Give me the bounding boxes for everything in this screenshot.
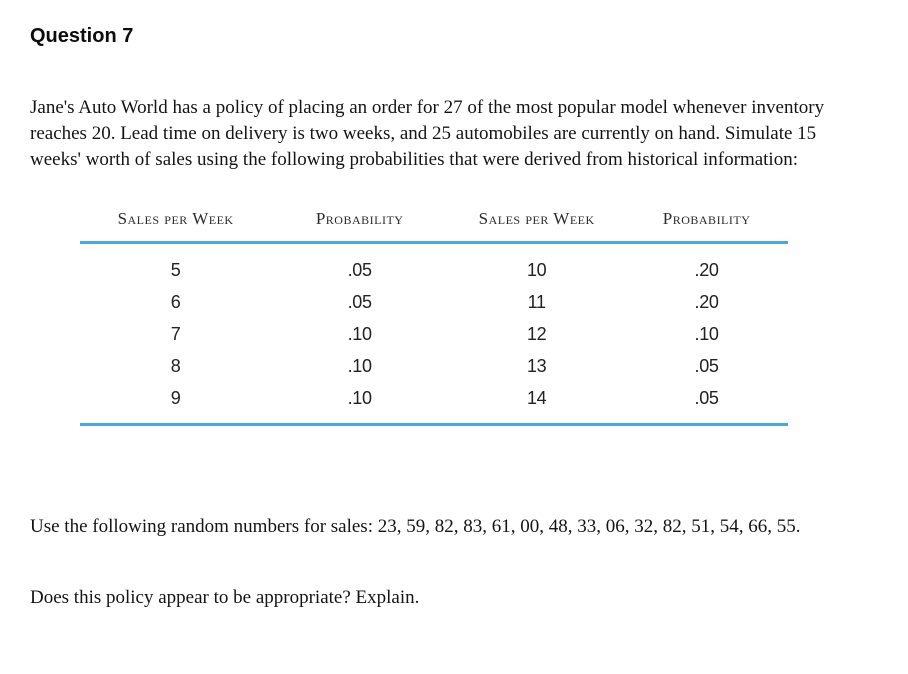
policy-question-paragraph: Does this policy appear to be appropriat… <box>30 587 420 608</box>
table-cell: 6 <box>170 292 181 312</box>
table-row: 6 .05 11 .20 <box>80 287 788 319</box>
table-cell: 12 <box>526 324 547 344</box>
table-cell: .05 <box>347 292 372 312</box>
table-cell: 8 <box>170 356 181 376</box>
question-title: Question 7 <box>30 25 134 47</box>
table-cell: 10 <box>526 260 547 280</box>
question-page: Question 7 Jane's Auto World has a polic… <box>0 25 908 674</box>
table-cell: .05 <box>694 388 719 408</box>
table-cell: .10 <box>347 324 372 344</box>
table-cell: .10 <box>347 356 372 376</box>
table-cell: .10 <box>694 324 719 344</box>
table-cell: 7 <box>170 324 181 344</box>
table-cell: 13 <box>526 356 547 376</box>
table-cell: 5 <box>170 260 181 280</box>
column-header-sales-per-week-2: Sales per Week <box>448 209 626 244</box>
table-cell: .05 <box>347 260 372 280</box>
table-body: 5 .05 10 .20 6 .05 11 .20 7 .10 12 .10 8 .10 13 .05 9 .10… <box>80 243 788 425</box>
random-numbers-paragraph: Use the following random numbers for sal… <box>30 516 801 537</box>
table-cell: .20 <box>694 260 719 280</box>
table-row: 7 .10 12 .10 <box>80 319 788 351</box>
table-cell: 14 <box>526 388 547 408</box>
table-row: 8 .10 13 .05 <box>80 351 788 383</box>
table-cell: 9 <box>170 388 181 408</box>
table-cell: .20 <box>694 292 719 312</box>
column-header-probability-1: Probability <box>271 209 449 244</box>
column-header-sales-per-week-1: Sales per Week <box>80 209 272 244</box>
table-row: 5 .05 10 .20 <box>80 243 788 288</box>
table-cell: 11 <box>527 292 546 312</box>
table-cell: .10 <box>347 388 372 408</box>
intro-paragraph: Jane's Auto World has a policy of placin… <box>30 97 825 170</box>
table-row: 9 .10 14 .05 <box>80 383 788 425</box>
sales-probability-table: Sales per Week Probability Sales per Wee… <box>80 209 788 426</box>
table-cell: .05 <box>694 356 719 376</box>
column-header-probability-2: Probability <box>625 209 788 244</box>
table-header-row: Sales per Week Probability Sales per Wee… <box>80 209 788 244</box>
